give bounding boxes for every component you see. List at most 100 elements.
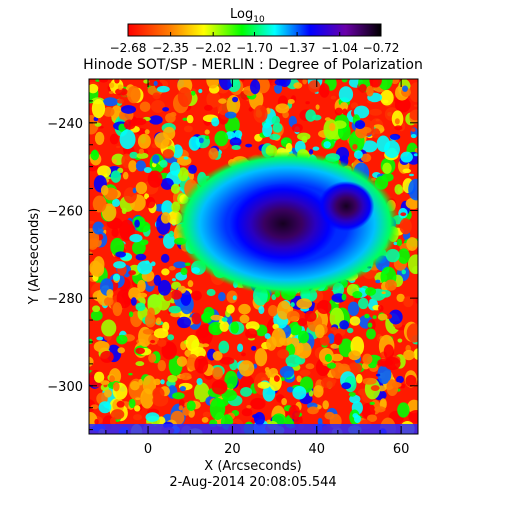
granule bbox=[93, 371, 105, 383]
granule bbox=[94, 122, 102, 127]
granule bbox=[104, 389, 112, 398]
granule bbox=[93, 340, 110, 353]
granule bbox=[334, 333, 343, 346]
granule bbox=[148, 353, 157, 363]
granule bbox=[194, 382, 210, 403]
granule bbox=[150, 261, 156, 267]
y-axis: −300 −280 −260 −240 bbox=[47, 78, 418, 431]
colorbar-tick-label: −2.02 bbox=[195, 41, 232, 55]
granule bbox=[221, 317, 228, 322]
granule bbox=[330, 95, 337, 100]
granule bbox=[250, 79, 261, 95]
granule bbox=[128, 372, 133, 376]
granule bbox=[143, 167, 152, 174]
granule bbox=[160, 177, 174, 190]
granule bbox=[231, 145, 241, 151]
x-axis: 0 20 40 60 bbox=[105, 79, 410, 457]
granule bbox=[90, 310, 103, 321]
granule bbox=[90, 149, 100, 161]
granule bbox=[381, 291, 386, 295]
granule bbox=[219, 356, 235, 365]
granule bbox=[339, 320, 350, 330]
granule bbox=[394, 184, 403, 195]
granule bbox=[177, 316, 192, 329]
granule bbox=[114, 79, 120, 84]
granule bbox=[347, 327, 354, 334]
granule bbox=[366, 328, 376, 340]
granule bbox=[397, 248, 410, 264]
granule bbox=[239, 314, 250, 324]
granule bbox=[183, 125, 193, 133]
granule bbox=[162, 233, 176, 249]
granule bbox=[245, 143, 253, 148]
granule bbox=[241, 352, 246, 357]
granule bbox=[191, 312, 202, 325]
granule bbox=[366, 85, 374, 97]
granule bbox=[177, 167, 189, 182]
granule bbox=[248, 107, 253, 112]
colorbar-tick-label: −1.37 bbox=[279, 41, 316, 55]
granule bbox=[218, 340, 230, 354]
granule bbox=[123, 119, 136, 130]
granule bbox=[330, 343, 340, 349]
granule bbox=[400, 212, 407, 217]
x-tick-label: 60 bbox=[393, 442, 410, 457]
granule bbox=[218, 98, 227, 104]
granule bbox=[137, 279, 146, 293]
granule bbox=[374, 406, 386, 413]
granule bbox=[211, 379, 228, 395]
chart-title: Hinode SOT/SP - MERLIN : Degree of Polar… bbox=[83, 57, 423, 73]
granule bbox=[405, 197, 418, 210]
granule bbox=[348, 392, 356, 397]
granule bbox=[286, 386, 294, 393]
granule bbox=[224, 116, 240, 135]
granule bbox=[135, 253, 147, 261]
granule bbox=[90, 404, 99, 410]
granule bbox=[89, 238, 99, 250]
granule bbox=[177, 87, 193, 107]
granule bbox=[347, 362, 362, 375]
granule bbox=[98, 401, 112, 414]
granule bbox=[92, 221, 105, 235]
granule bbox=[117, 98, 125, 104]
granule bbox=[112, 302, 123, 317]
granule bbox=[140, 388, 154, 409]
granule bbox=[296, 298, 313, 310]
granule bbox=[167, 334, 175, 341]
granule bbox=[341, 382, 352, 390]
granule bbox=[206, 91, 221, 108]
granule bbox=[312, 146, 320, 151]
granule bbox=[272, 122, 283, 133]
granule bbox=[206, 288, 216, 297]
granule bbox=[384, 140, 400, 159]
sunspot-umbra-main bbox=[229, 183, 338, 264]
granule bbox=[378, 305, 384, 312]
colorbar-ticks: −2.68 −2.35 −2.02 −1.70 −1.37 −1.04 −0.72 bbox=[110, 32, 399, 55]
granule bbox=[139, 101, 151, 112]
granule bbox=[138, 148, 145, 154]
granule bbox=[109, 375, 115, 383]
granule bbox=[370, 385, 380, 391]
granule bbox=[212, 350, 223, 361]
granule bbox=[230, 79, 239, 87]
granule bbox=[290, 302, 295, 307]
granule bbox=[246, 405, 252, 409]
granule bbox=[117, 84, 123, 90]
granule bbox=[402, 85, 408, 92]
granule bbox=[135, 397, 141, 401]
granule bbox=[152, 387, 165, 401]
granule bbox=[330, 353, 344, 362]
granule bbox=[98, 125, 104, 129]
granule bbox=[144, 129, 150, 135]
granule bbox=[191, 267, 201, 274]
granule bbox=[358, 84, 367, 93]
granule bbox=[371, 128, 381, 139]
granule bbox=[347, 301, 360, 316]
granule bbox=[364, 313, 370, 319]
granule bbox=[291, 123, 303, 133]
granule bbox=[383, 344, 395, 360]
granule bbox=[245, 328, 258, 339]
granule bbox=[168, 230, 175, 238]
granule bbox=[305, 101, 310, 105]
granule bbox=[369, 79, 382, 88]
